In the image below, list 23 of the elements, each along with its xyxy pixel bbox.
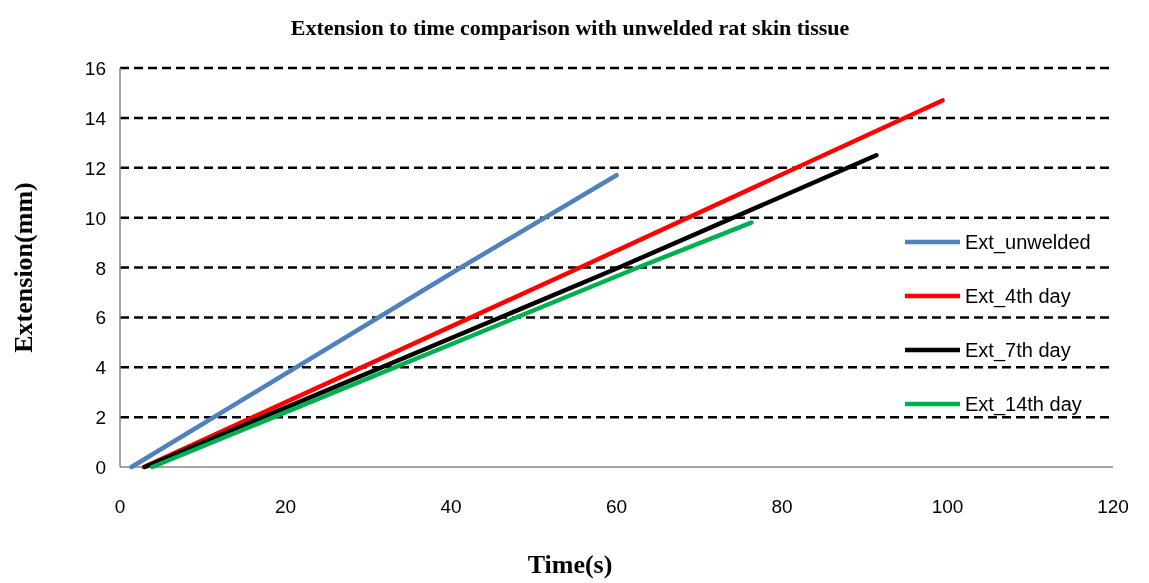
x-tick-label: 100 xyxy=(931,496,964,517)
y-tick-label: 12 xyxy=(84,157,106,179)
legend-label: Ext_14th day xyxy=(965,393,1082,416)
y-axis-title: Extension(mm) xyxy=(9,182,38,353)
x-tick-label: 120 xyxy=(1097,496,1129,517)
y-tick-label: 6 xyxy=(95,307,106,329)
y-tick-label: 0 xyxy=(95,457,106,478)
y-tick-label: 4 xyxy=(95,357,107,379)
x-axis-title: Time(s) xyxy=(527,550,613,579)
legend-label: Ext_unwelded xyxy=(965,231,1091,254)
x-tick-label: 20 xyxy=(274,496,297,517)
y-tick-label: 2 xyxy=(95,407,106,429)
y-tick-label: 8 xyxy=(95,257,106,279)
x-tick-label: 40 xyxy=(440,496,462,517)
y-tick-label: 16 xyxy=(84,58,106,79)
x-tick-label: 60 xyxy=(605,496,628,517)
y-tick-label: 10 xyxy=(84,207,106,229)
legend-label: Ext_4th day xyxy=(965,285,1071,308)
x-tick-label: 80 xyxy=(771,496,793,517)
chart-title: Extension to time comparison with unwelded rat skin tissue xyxy=(290,15,850,40)
y-tick-label: 14 xyxy=(84,107,107,129)
x-tick-label: 0 xyxy=(114,496,126,517)
legend-label: Ext_7th day xyxy=(965,339,1071,362)
